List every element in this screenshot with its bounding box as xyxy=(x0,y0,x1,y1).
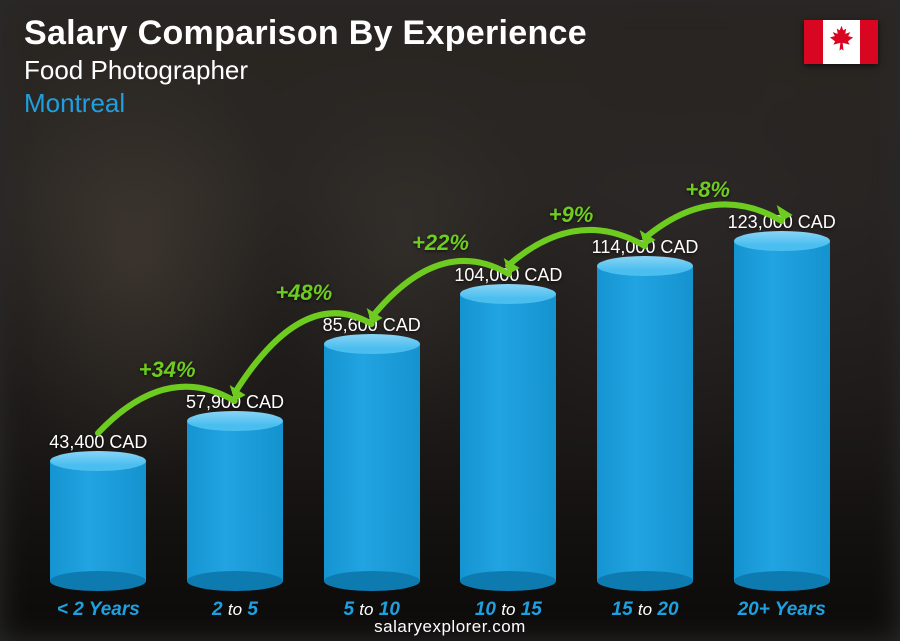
bar-front xyxy=(597,266,693,581)
bar-chart: 43,400 CAD 57,900 CAD 85,600 CAD 104,000 CA… xyxy=(30,150,850,581)
flag-band-left xyxy=(804,20,823,64)
footer-attribution: salaryexplorer.com xyxy=(0,617,900,637)
flag-canada xyxy=(804,20,878,64)
bar-value-label: 114,000 CAD xyxy=(592,237,699,258)
infographic-container: Salary Comparison By Experience Food Pho… xyxy=(0,0,900,641)
bar xyxy=(324,344,420,581)
bar-front xyxy=(187,421,283,581)
bar-group: 123,000 CAD xyxy=(713,150,850,581)
flag-center xyxy=(823,20,860,64)
bar-group: 43,400 CAD xyxy=(30,150,167,581)
bar-bottom xyxy=(324,571,420,591)
bar xyxy=(734,241,830,581)
bar-bottom xyxy=(734,571,830,591)
bar-group: 57,900 CAD xyxy=(167,150,304,581)
bar-front xyxy=(734,241,830,581)
title-block: Salary Comparison By Experience Food Pho… xyxy=(24,14,587,119)
chart-subtitle: Food Photographer xyxy=(24,55,587,86)
bar-front xyxy=(324,344,420,581)
bar xyxy=(597,266,693,581)
maple-leaf-icon xyxy=(827,24,856,53)
bar-value-label: 123,000 CAD xyxy=(728,212,836,233)
bar xyxy=(187,421,283,581)
flag-band-right xyxy=(860,20,879,64)
bar-value-label: 43,400 CAD xyxy=(49,432,147,453)
bar-value-label: 57,900 CAD xyxy=(186,392,284,413)
bar-front xyxy=(50,461,146,581)
bar-group: 104,000 CAD xyxy=(440,150,577,581)
bar-top xyxy=(597,256,693,276)
chart-title: Salary Comparison By Experience xyxy=(24,14,587,53)
bar-top xyxy=(460,284,556,304)
bar-bottom xyxy=(187,571,283,591)
bar-top xyxy=(734,231,830,251)
bar-group: 85,600 CAD xyxy=(303,150,440,581)
bar xyxy=(50,461,146,581)
chart-location: Montreal xyxy=(24,88,587,119)
bar-value-label: 85,600 CAD xyxy=(323,315,421,336)
bar-bottom xyxy=(597,571,693,591)
bar-group: 114,000 CAD xyxy=(577,150,714,581)
bar-bottom xyxy=(50,571,146,591)
bar-value-label: 104,000 CAD xyxy=(454,265,562,286)
bar-top xyxy=(50,451,146,471)
bar-top xyxy=(187,411,283,431)
bar-front xyxy=(460,294,556,581)
bar xyxy=(460,294,556,581)
bar-bottom xyxy=(460,571,556,591)
